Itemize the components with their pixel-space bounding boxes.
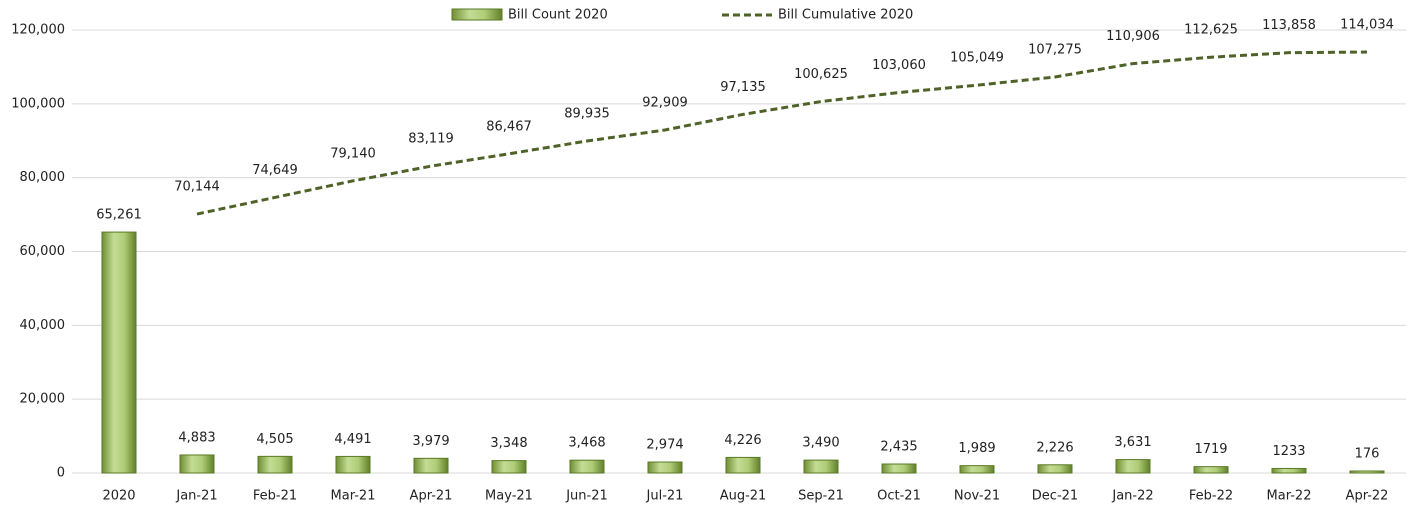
data-label: 70,144 bbox=[174, 180, 220, 195]
data-label: 3,979 bbox=[412, 434, 449, 449]
x-tick-label: Mar-22 bbox=[1267, 489, 1312, 504]
line bbox=[196, 50, 1368, 216]
data-label: 3,348 bbox=[490, 436, 527, 451]
legend-swatch bbox=[451, 8, 503, 21]
legend-label: Bill Cumulative 2020 bbox=[778, 8, 913, 23]
data-label: 113,858 bbox=[1262, 18, 1316, 33]
data-label: 3,468 bbox=[568, 436, 605, 451]
bar bbox=[491, 460, 527, 474]
bar bbox=[881, 463, 917, 474]
bar bbox=[725, 456, 761, 474]
data-label: 110,906 bbox=[1106, 29, 1160, 44]
data-label: 100,625 bbox=[794, 67, 848, 82]
data-label: 1233 bbox=[1272, 444, 1305, 459]
data-label: 3,490 bbox=[802, 436, 839, 451]
x-tick-label: Oct-21 bbox=[877, 489, 921, 504]
data-label: 107,275 bbox=[1028, 42, 1082, 57]
data-label: 112,625 bbox=[1184, 23, 1238, 38]
data-label: 74,649 bbox=[252, 163, 298, 178]
data-label: 1,989 bbox=[958, 441, 995, 456]
x-tick-label: Mar-21 bbox=[331, 489, 376, 504]
bar bbox=[1193, 466, 1229, 474]
data-label: 83,119 bbox=[408, 132, 454, 147]
data-label: 103,060 bbox=[872, 58, 926, 73]
bar bbox=[569, 459, 605, 474]
x-tick-label: Sep-21 bbox=[798, 489, 844, 504]
x-tick-label: Jan-22 bbox=[1111, 489, 1153, 504]
data-label: 92,909 bbox=[642, 96, 688, 111]
y-tick-label: 20,000 bbox=[20, 392, 66, 407]
legend-label: Bill Count 2020 bbox=[508, 8, 608, 23]
x-tick-label: Jan-21 bbox=[175, 489, 217, 504]
bar bbox=[101, 231, 137, 474]
y-tick-label: 100,000 bbox=[11, 96, 65, 111]
bar bbox=[179, 454, 215, 474]
bar bbox=[647, 461, 683, 474]
x-tick-label: Feb-21 bbox=[253, 489, 297, 504]
data-label: 97,135 bbox=[720, 80, 766, 95]
x-tick-label: Dec-21 bbox=[1032, 489, 1078, 504]
x-tick-label: Nov-21 bbox=[954, 489, 1000, 504]
x-tick-label: Feb-22 bbox=[1189, 489, 1233, 504]
data-label: 114,034 bbox=[1340, 18, 1394, 33]
data-label: 4,883 bbox=[178, 430, 215, 445]
data-label: 2,974 bbox=[646, 438, 683, 453]
x-tick-label: Aug-21 bbox=[720, 489, 767, 504]
bar bbox=[1271, 467, 1307, 474]
data-label: 86,467 bbox=[486, 119, 532, 134]
data-label: 1719 bbox=[1194, 442, 1227, 457]
data-label: 2,435 bbox=[880, 440, 917, 455]
data-label: 2,226 bbox=[1036, 440, 1073, 455]
x-tick-label: Jul-21 bbox=[646, 489, 684, 504]
x-tick-label: May-21 bbox=[485, 489, 533, 504]
bar bbox=[1037, 464, 1073, 474]
bar bbox=[413, 457, 449, 474]
bar bbox=[803, 459, 839, 474]
data-label: 79,140 bbox=[330, 146, 376, 161]
data-label: 4,491 bbox=[334, 432, 371, 447]
bar bbox=[257, 455, 293, 474]
y-tick-label: 120,000 bbox=[11, 23, 65, 38]
y-tick-label: 40,000 bbox=[20, 318, 66, 333]
y-tick-label: 60,000 bbox=[20, 244, 66, 259]
bar bbox=[335, 455, 371, 474]
data-label: 4,505 bbox=[256, 432, 293, 447]
data-label: 4,226 bbox=[724, 433, 761, 448]
y-tick-label: 80,000 bbox=[20, 170, 66, 185]
x-tick-label: 2020 bbox=[102, 489, 135, 504]
bar bbox=[959, 465, 995, 474]
data-label: 89,935 bbox=[564, 106, 610, 121]
y-tick-label: 0 bbox=[57, 466, 65, 481]
bar bbox=[1349, 470, 1385, 474]
x-tick-label: Apr-22 bbox=[1346, 489, 1389, 504]
x-tick-label: Apr-21 bbox=[410, 489, 453, 504]
bar bbox=[1115, 459, 1151, 474]
data-label: 105,049 bbox=[950, 51, 1004, 66]
x-tick-label: Jun-21 bbox=[565, 489, 608, 504]
data-label: 176 bbox=[1355, 447, 1380, 462]
data-label: 3,631 bbox=[1114, 435, 1151, 450]
data-label: 65,261 bbox=[96, 208, 142, 223]
